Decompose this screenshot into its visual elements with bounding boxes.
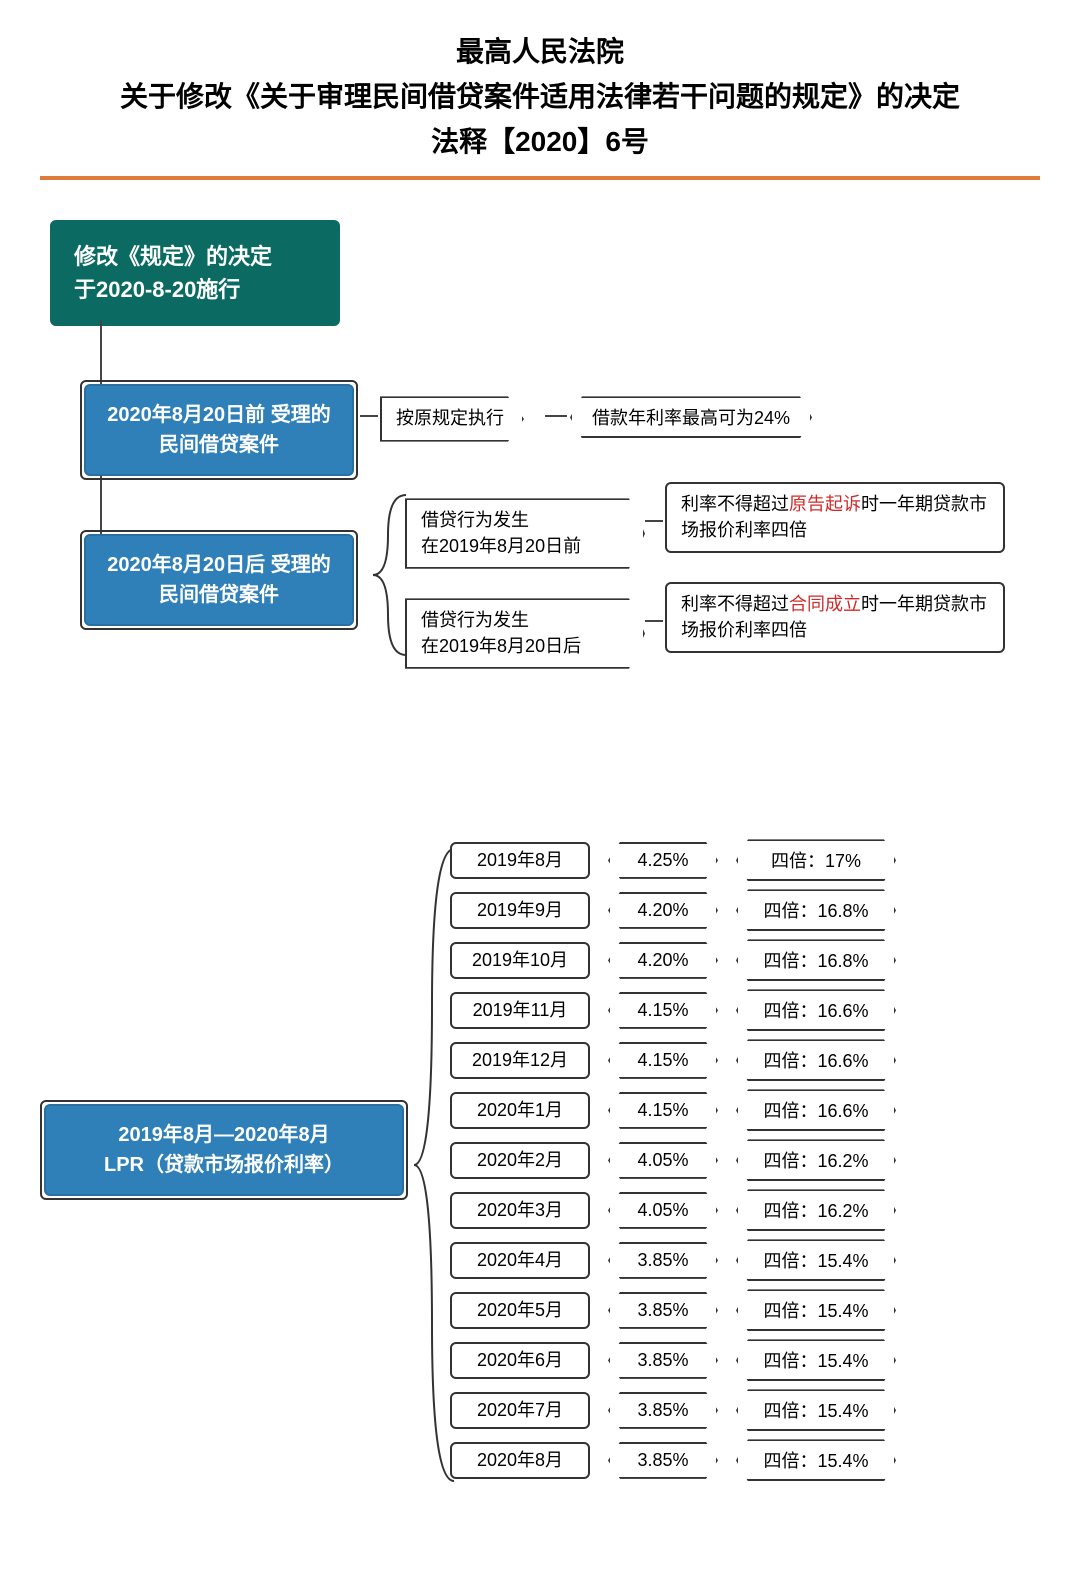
- brace-icon: [368, 485, 408, 665]
- before-result-text: 借款年利率最高可为24%: [570, 396, 812, 438]
- lpr-rate: 3.85%: [608, 1392, 718, 1429]
- lpr-rate: 4.15%: [608, 1092, 718, 1129]
- lpr-quad: 四倍：16.2%: [736, 1189, 896, 1231]
- lpr-rate: 4.05%: [608, 1142, 718, 1179]
- b1-red: 原告起诉: [789, 494, 861, 514]
- lpr-rate: 3.85%: [608, 1342, 718, 1379]
- branch1-cond-text: 借贷行为发生 在2019年8月20日前: [405, 498, 645, 568]
- lpr-rate: 4.20%: [608, 892, 718, 929]
- lpr-rate: 3.85%: [608, 1292, 718, 1329]
- title-line1: 最高人民法院: [40, 30, 1040, 75]
- lpr-rate: 3.85%: [608, 1442, 718, 1479]
- lpr-rate: 4.25%: [608, 842, 718, 879]
- lpr-month: 2019年9月: [450, 892, 590, 929]
- lpr-quad: 四倍：15.4%: [736, 1339, 896, 1381]
- title-line3: 法释【2020】6号: [40, 120, 1040, 165]
- after-branch2-cond: 借贷行为发生 在2019年8月20日后: [405, 598, 645, 668]
- lpr-rate: 4.05%: [608, 1192, 718, 1229]
- lpr-quad: 四倍：16.6%: [736, 1039, 896, 1081]
- branch2-result-box: 利率不得超过合同成立时一年期贷款市场报价利率四倍: [665, 582, 1005, 652]
- divider-orange: [40, 176, 1040, 180]
- lpr-month: 2020年7月: [450, 1392, 590, 1429]
- before-rule: 按原规定执行: [380, 396, 524, 441]
- node-after: 2020年8月20日后 受理的民间借贷案件: [80, 530, 358, 630]
- lpr-month: 2019年10月: [450, 942, 590, 979]
- connector: [645, 520, 663, 522]
- lpr-rate: 4.15%: [608, 1042, 718, 1079]
- lpr-month: 2020年6月: [450, 1342, 590, 1379]
- connector: [360, 415, 378, 417]
- lpr-row: 2020年2月 4.05% 四倍：16.2%: [450, 1140, 896, 1180]
- lpr-row: 2020年7月 3.85% 四倍：15.4%: [450, 1390, 896, 1430]
- flowchart-section: 修改《规定》的决定 于2020-8-20施行 2020年8月20日前 受理的民间…: [40, 220, 1040, 790]
- lpr-month: 2020年1月: [450, 1092, 590, 1129]
- b1-pre: 利率不得超过: [681, 494, 789, 514]
- lpr-month: 2020年5月: [450, 1292, 590, 1329]
- lpr-row: 2019年8月 4.25% 四倍：17%: [450, 840, 896, 880]
- lpr-row: 2020年6月 3.85% 四倍：15.4%: [450, 1340, 896, 1380]
- lpr-quad: 四倍：16.6%: [736, 989, 896, 1031]
- after-branch2-result: 利率不得超过合同成立时一年期贷款市场报价利率四倍: [665, 582, 1005, 652]
- document-header: 最高人民法院 关于修改《关于审理民间借贷案件适用法律若干问题的规定》的决定 法释…: [40, 30, 1040, 164]
- lpr-quad: 四倍：15.4%: [736, 1389, 896, 1431]
- lpr-quad: 四倍：15.4%: [736, 1239, 896, 1281]
- lpr-row: 2020年3月 4.05% 四倍：16.2%: [450, 1190, 896, 1230]
- b2-red: 合同成立: [789, 594, 861, 614]
- lpr-title-node: 2019年8月—2020年8月 LPR（贷款市场报价利率）: [40, 1100, 410, 1200]
- after-box: 2020年8月20日后 受理的民间借贷案件: [84, 534, 354, 626]
- lpr-month: 2019年12月: [450, 1042, 590, 1079]
- lpr-month: 2020年4月: [450, 1242, 590, 1279]
- lpr-row: 2020年5月 3.85% 四倍：15.4%: [450, 1290, 896, 1330]
- lpr-quad: 四倍：16.2%: [736, 1139, 896, 1181]
- lpr-rows-container: 2019年8月4.25%四倍：17%2019年9月4.20%四倍：16.8%20…: [450, 840, 896, 1490]
- connector: [645, 620, 663, 622]
- lpr-rate: 4.15%: [608, 992, 718, 1029]
- lpr-quad: 四倍：16.8%: [736, 939, 896, 981]
- branch1-result-box: 利率不得超过原告起诉时一年期贷款市场报价利率四倍: [665, 482, 1005, 552]
- lpr-row: 2020年8月 3.85% 四倍：15.4%: [450, 1440, 896, 1480]
- lpr-row: 2019年11月 4.15% 四倍：16.6%: [450, 990, 896, 1030]
- lpr-section: 2019年8月—2020年8月 LPR（贷款市场报价利率） 2019年8月 4.2…: [40, 840, 1040, 1540]
- node-before: 2020年8月20日前 受理的民间借贷案件: [80, 380, 358, 480]
- lpr-quad: 四倍：15.4%: [736, 1439, 896, 1481]
- before-box: 2020年8月20日前 受理的民间借贷案件: [84, 384, 354, 476]
- before-rule-text: 按原规定执行: [380, 396, 524, 441]
- lpr-row: 2020年4月 3.85% 四倍：15.4%: [450, 1240, 896, 1280]
- lpr-row: 2019年10月 4.20% 四倍：16.8%: [450, 940, 896, 980]
- lpr-quad: 四倍：17%: [736, 839, 896, 881]
- lpr-row: 2019年12月 4.15% 四倍：16.6%: [450, 1040, 896, 1080]
- title-line2: 关于修改《关于审理民间借贷案件适用法律若干问题的规定》的决定: [40, 75, 1040, 120]
- lpr-quad: 四倍：16.8%: [736, 889, 896, 931]
- branch2-cond-text: 借贷行为发生 在2019年8月20日后: [405, 598, 645, 668]
- root-box: 修改《规定》的决定 于2020-8-20施行: [50, 220, 340, 326]
- lpr-rate: 4.20%: [608, 942, 718, 979]
- lpr-row: 2020年1月 4.15% 四倍：16.6%: [450, 1090, 896, 1130]
- b2-pre: 利率不得超过: [681, 594, 789, 614]
- lpr-quad: 四倍：15.4%: [736, 1289, 896, 1331]
- lpr-row: 2019年9月 4.20% 四倍：16.8%: [450, 890, 896, 930]
- lpr-month: 2020年2月: [450, 1142, 590, 1179]
- lpr-rate: 3.85%: [608, 1242, 718, 1279]
- lpr-month: 2019年11月: [450, 992, 590, 1029]
- lpr-month: 2020年8月: [450, 1442, 590, 1479]
- after-branch1-result: 利率不得超过原告起诉时一年期贷款市场报价利率四倍: [665, 482, 1005, 552]
- lpr-month: 2020年3月: [450, 1192, 590, 1229]
- lpr-title-text: 2019年8月—2020年8月 LPR（贷款市场报价利率）: [44, 1104, 404, 1196]
- connector: [545, 415, 567, 417]
- after-branch1-cond: 借贷行为发生 在2019年8月20日前: [405, 498, 645, 568]
- before-result: 借款年利率最高可为24%: [570, 396, 812, 438]
- lpr-month: 2019年8月: [450, 842, 590, 879]
- node-root: 修改《规定》的决定 于2020-8-20施行: [50, 220, 340, 326]
- lpr-quad: 四倍：16.6%: [736, 1089, 896, 1131]
